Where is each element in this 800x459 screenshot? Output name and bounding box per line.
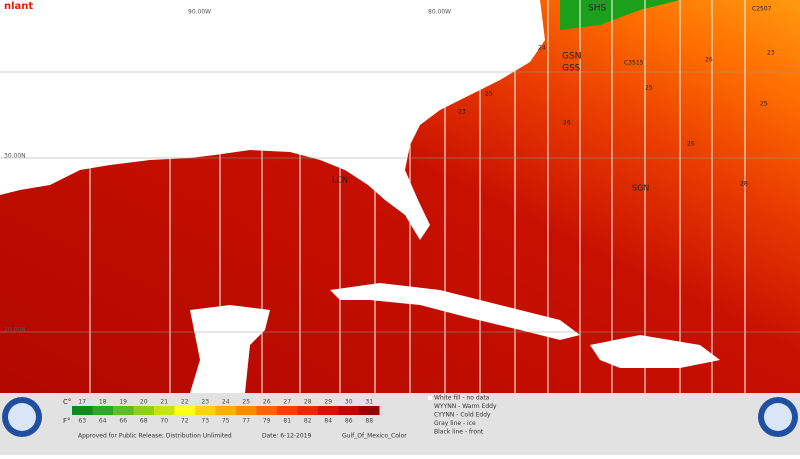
- legend-celsius: 28: [304, 399, 312, 406]
- legend-note: White fill - no data: [434, 395, 490, 402]
- legend-celsius: 25: [242, 399, 250, 406]
- logo-right: [758, 397, 798, 437]
- legend-celsius: 20: [140, 399, 148, 406]
- logo-left: [2, 397, 42, 437]
- legend-fahrenheit: 70: [160, 418, 168, 425]
- legend-swatch: [256, 406, 277, 415]
- release-note: Approved for Public Release; Distributio…: [78, 433, 232, 440]
- legend-fahrenheit: 88: [365, 418, 373, 425]
- meridians: [89, 0, 746, 393]
- legend-note: WYYNN - Warm Eddy: [434, 403, 497, 410]
- contour-label: 26: [687, 141, 695, 148]
- contour-label: 25: [645, 85, 653, 92]
- legend-swatch: [318, 406, 339, 415]
- legend-fahrenheit: 63: [78, 418, 86, 425]
- legend-fahrenheit: 81: [283, 418, 291, 425]
- land: [560, 0, 680, 30]
- legend-swatch: [154, 406, 175, 415]
- legend-swatch: [195, 406, 216, 415]
- feature-label: GSS: [562, 64, 581, 74]
- feature-label: C2507: [752, 6, 772, 13]
- legend-celsius: 27: [283, 399, 291, 406]
- legend-swatch: [133, 406, 154, 415]
- contour-label: 26: [705, 57, 713, 64]
- legend-f-label: F°: [63, 417, 71, 425]
- legend-swatch: [277, 406, 298, 415]
- date: Date: 6-12-2019: [262, 433, 312, 440]
- legend-fahrenheit: 73: [201, 418, 209, 425]
- legend-note: Gray line - ice: [434, 420, 476, 427]
- contour-label: 23: [767, 50, 775, 57]
- legend-celsius: 23: [201, 399, 209, 406]
- legend-fahrenheit: 82: [304, 418, 312, 425]
- legend-fahrenheit: 77: [242, 418, 250, 425]
- legend-celsius: 24: [222, 399, 230, 406]
- grid-label: 20.00N: [4, 327, 26, 334]
- no-data-swatch: [428, 396, 432, 400]
- feature-label: SHS: [588, 4, 606, 14]
- feature-label: C3515: [624, 60, 644, 67]
- legend-celsius: 30: [345, 399, 353, 406]
- legend-panel: [0, 393, 800, 455]
- legend-fahrenheit: 64: [99, 418, 107, 425]
- legend-swatch: [236, 406, 257, 415]
- contour-label: 25: [485, 91, 493, 98]
- legend-celsius: 22: [181, 399, 189, 406]
- legend-swatch: [297, 406, 318, 415]
- legend-note: CYYNN - Cold Eddy: [434, 412, 491, 419]
- legend-swatch: [359, 406, 380, 415]
- legend-fahrenheit: 84: [324, 418, 332, 425]
- contour-label: 24: [538, 45, 546, 52]
- legend-swatch: [113, 406, 134, 415]
- legend-fahrenheit: 79: [263, 418, 271, 425]
- legend-fahrenheit: 72: [181, 418, 189, 425]
- legend-swatch: [72, 406, 93, 415]
- legend-fahrenheit: 68: [140, 418, 148, 425]
- legend-swatch: [174, 406, 195, 415]
- legend-celsius: 21: [160, 399, 168, 406]
- feature-label: SGN: [632, 184, 649, 193]
- graticule: [0, 71, 800, 333]
- legend-celsius: 17: [78, 399, 86, 406]
- corner-label: nlant: [4, 1, 33, 12]
- product-name: Gulf_Of_Mexico_Color: [342, 433, 407, 440]
- legend-swatch: [338, 406, 359, 415]
- contour-label: 28: [740, 181, 748, 188]
- legend-swatch: [215, 406, 236, 415]
- legend-celsius: 26: [263, 399, 271, 406]
- legend-fahrenheit: 66: [119, 418, 127, 425]
- legend-fahrenheit: 75: [222, 418, 230, 425]
- grid-label: 90.00W: [188, 9, 211, 16]
- legend-celsius: 19: [119, 399, 127, 406]
- feature-label: GSN: [562, 52, 581, 62]
- dynamic-layer: nlant 90.00W 80.00W 30.00N 20.00N SHS GSN GSS LC…: [4, 1, 775, 440]
- grid-label: 30.00N: [4, 153, 26, 160]
- grid-label: 80.00W: [428, 9, 451, 16]
- contour-label: 25: [760, 101, 768, 108]
- feature-label: LCN: [332, 176, 348, 185]
- contour-label: 23: [458, 109, 466, 116]
- legend-fahrenheit: 86: [345, 418, 353, 425]
- legend-c-label: C°: [63, 398, 71, 406]
- legend-celsius: 31: [365, 399, 373, 406]
- legend-celsius: 18: [99, 399, 107, 406]
- legend-swatch: [92, 406, 113, 415]
- legend-note: Black line - front: [434, 429, 484, 436]
- contour-label: 26: [563, 120, 571, 127]
- legend-celsius: 29: [324, 399, 332, 406]
